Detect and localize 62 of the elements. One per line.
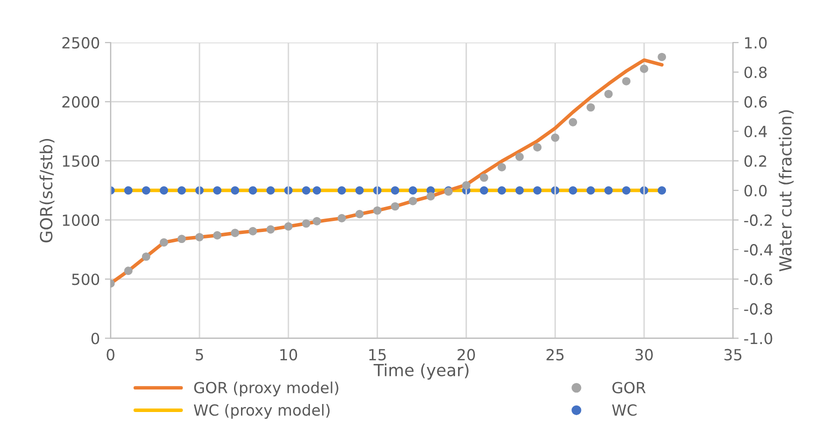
point	[338, 214, 346, 222]
point	[160, 238, 168, 247]
x-tick-label: 35	[724, 348, 742, 360]
point	[266, 225, 275, 234]
x-tick-label: 10	[280, 348, 298, 360]
point	[480, 173, 488, 182]
y2-tick-label: 0.6	[744, 96, 767, 108]
point	[426, 192, 435, 200]
point	[142, 252, 150, 261]
point	[284, 222, 293, 231]
point	[195, 232, 204, 242]
point	[640, 64, 648, 73]
x-tick-label: 15	[369, 349, 386, 360]
point	[533, 143, 542, 152]
x-tick-label: 25	[546, 348, 564, 360]
point	[124, 266, 133, 275]
point	[355, 210, 364, 218]
point	[586, 103, 595, 112]
point	[248, 227, 258, 236]
y2-tick-label: 0.0	[744, 184, 767, 196]
point	[498, 163, 506, 172]
x-tick-label: 5	[196, 349, 204, 360]
point	[515, 152, 524, 161]
point	[658, 52, 666, 62]
point	[213, 231, 222, 240]
x-tick-label: 20	[458, 348, 475, 360]
y2-tick-label: 0.8	[744, 66, 767, 78]
point	[373, 206, 382, 215]
point	[408, 196, 418, 206]
y2-tick-label: -0.8	[744, 303, 772, 315]
y-axis-title: GOR(scf/stb)	[40, 138, 54, 242]
y-tick-label: 2500	[62, 37, 100, 49]
y2-tick-label: 1.0	[745, 37, 767, 49]
y-tick-label: 1000	[62, 214, 100, 226]
point	[230, 228, 240, 238]
point	[551, 133, 560, 142]
y2-tick-label: 0.2	[744, 155, 766, 167]
legend-label: WC	[612, 404, 637, 416]
y-tick-label: 500	[72, 274, 100, 286]
y2-tick-label: 0.4	[744, 126, 767, 138]
x-tick-label: 0	[106, 348, 114, 360]
point	[622, 77, 630, 86]
y2-tick-label: -0.4	[744, 244, 772, 256]
y2-tick-label: -0.6	[744, 274, 772, 286]
x-axis-title: Time (year)	[374, 363, 468, 380]
legend-label: GOR (proxy model)	[194, 382, 338, 396]
y2-axis-title: Water cut (fraction)	[778, 110, 794, 272]
legend-label: GOR	[612, 382, 646, 394]
point	[178, 234, 186, 244]
legend-label: WC (proxy model)	[194, 404, 330, 419]
point	[312, 216, 322, 226]
point	[568, 118, 578, 126]
point	[604, 90, 613, 98]
point	[462, 181, 470, 190]
y-tick-label: 2000	[62, 96, 100, 108]
x-tick-label: 30	[636, 348, 653, 360]
point	[390, 202, 400, 211]
point	[302, 219, 310, 228]
y2-tick-label: -0.2	[744, 214, 772, 226]
y-tick-label: 0	[91, 332, 100, 344]
y-tick-label: 1500	[62, 155, 100, 167]
y2-tick-label: -1.0	[744, 332, 772, 344]
